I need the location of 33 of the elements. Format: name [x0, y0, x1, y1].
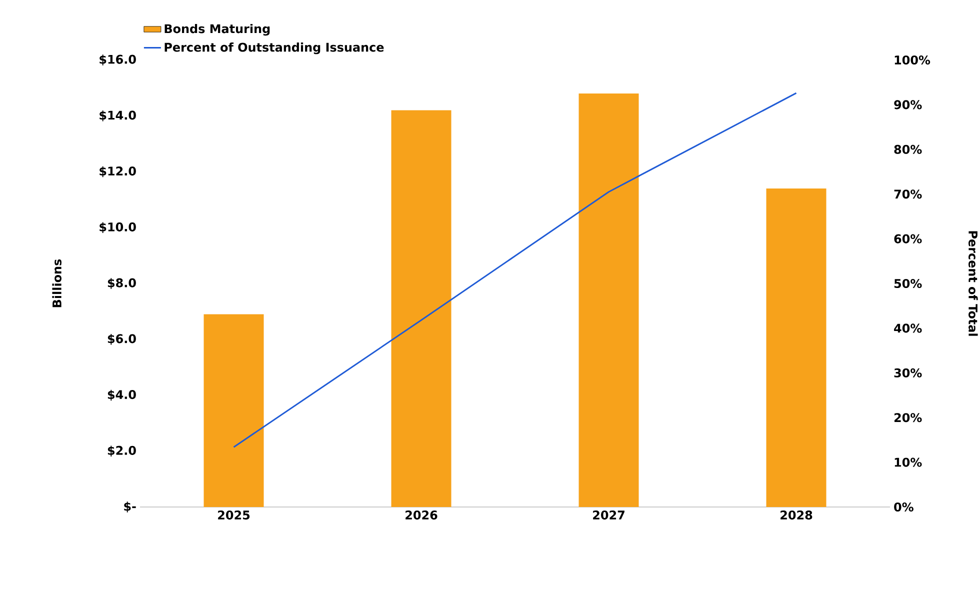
y2-tick-label: 40% [894, 324, 922, 333]
bar [391, 110, 452, 507]
x-tick-label: 2025 [218, 510, 250, 520]
y-tick-label: $14.0 [100, 110, 136, 122]
y2-tick-label: 100% [894, 55, 930, 65]
y-tick-label: $12.0 [100, 166, 136, 178]
y-tick-label: $- [124, 502, 136, 512]
y2-tick-label: 70% [894, 190, 922, 199]
x-tick-label: 2026 [406, 510, 438, 520]
legend-label: Bonds Maturing [164, 24, 270, 36]
y-tick-label: $8.0 [108, 278, 136, 289]
y-tick-label: $2.0 [108, 446, 136, 457]
y-tick-label: $16.0 [100, 54, 136, 66]
y2-tick-label: 80% [894, 144, 922, 154]
bar [766, 188, 826, 507]
bar [204, 314, 264, 507]
line-series [233, 92, 798, 448]
y2-tick-label: 90% [894, 100, 922, 110]
y2-tick-label: 20% [894, 413, 922, 422]
x-tick-label: 2027 [593, 510, 624, 520]
y2-tick-label: 30% [894, 368, 922, 378]
bar [578, 94, 639, 507]
y-tick-label: $10.0 [100, 222, 136, 234]
legend-label: Percent of Outstanding Issuance [164, 42, 384, 54]
y2-tick-label: 60% [894, 234, 922, 244]
y2-tick-label: 0% [894, 502, 914, 512]
y2-tick-label: 10% [894, 458, 922, 467]
y-axis-title: Billions [52, 259, 62, 308]
y2-tick-label: 50% [894, 278, 922, 288]
y2-axis-title: Percent of Total [968, 231, 978, 336]
x-tick-label: 2028 [780, 510, 812, 520]
y-tick-label: $4.0 [108, 390, 136, 401]
y-tick-label: $6.0 [108, 334, 136, 345]
